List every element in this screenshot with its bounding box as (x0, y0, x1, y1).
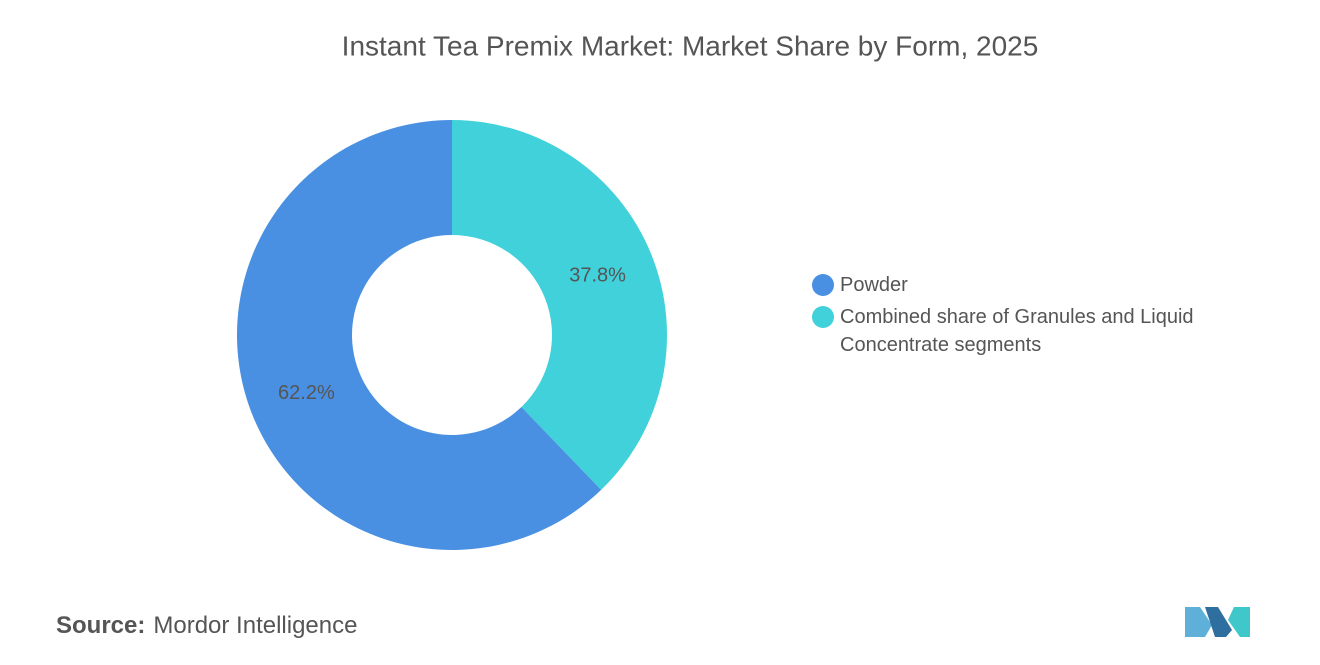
chart-title: Instant Tea Premix Market: Market Share … (342, 30, 1039, 61)
source-text: Mordor Intelligence (153, 612, 358, 639)
legend-item: Powder (812, 271, 1252, 299)
slice (236, 120, 602, 551)
data-label: 62.2% (278, 382, 335, 404)
data-label: 37.8% (569, 265, 626, 287)
legend-swatch (812, 274, 834, 296)
legend-label: Powder (840, 274, 908, 296)
source: Source: Mordor Intelligence (56, 612, 357, 640)
legend-label: Combined share of Granules and Liquid Co… (840, 306, 1194, 356)
legend: Powder Combined share of Granules and Liq… (812, 271, 1252, 363)
legend-swatch (812, 306, 834, 328)
source-label: Source: (56, 612, 146, 639)
slice (452, 120, 667, 490)
legend-item: Combined share of Granules and Liquid Co… (812, 303, 1252, 359)
logo (1185, 607, 1250, 637)
